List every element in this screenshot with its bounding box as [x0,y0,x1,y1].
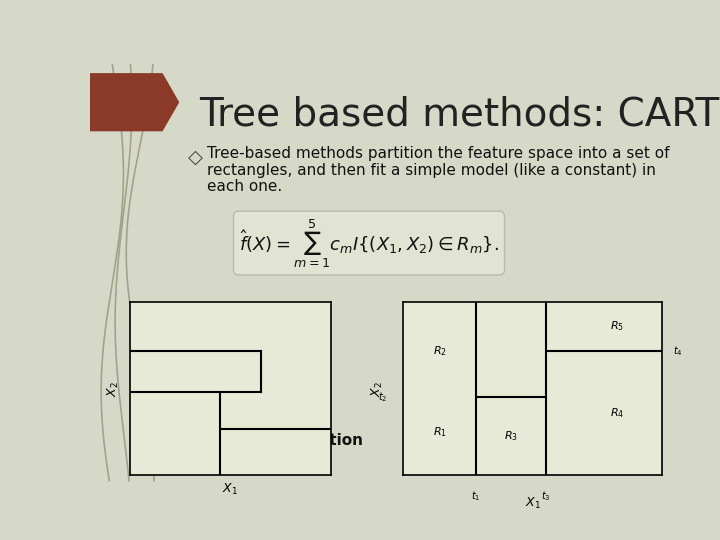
Text: $t_4$: $t_4$ [672,344,683,357]
Text: Tree-based methods partition the feature space into a set of: Tree-based methods partition the feature… [207,146,670,161]
Text: $R_5$: $R_5$ [610,320,624,334]
Polygon shape [90,73,179,131]
Text: $t_2$: $t_2$ [378,390,387,404]
Text: $t_1$: $t_1$ [471,489,480,503]
Text: Tree based methods: CART: Tree based methods: CART [199,96,719,134]
Text: rectangles, and then fit a simple model (like a constant) in: rectangles, and then fit a simple model … [207,163,656,178]
Text: each one.: each one. [207,179,282,194]
Text: $R_3$: $R_3$ [504,429,518,443]
Text: $R_4$: $R_4$ [610,406,624,420]
Text: $R_2$: $R_2$ [433,344,446,357]
Text: A recursive partition: A recursive partition [412,433,589,448]
Text: $\hat{f}(X) = \sum_{m=1}^{5} c_m I\{(X_1, X_2) \in R_m\}.$: $\hat{f}(X) = \sum_{m=1}^{5} c_m I\{(X_1… [239,217,499,269]
Text: $X_2$: $X_2$ [106,381,121,397]
Text: $X_1$: $X_1$ [222,482,238,497]
Text: $R_1$: $R_1$ [433,425,446,439]
Text: $X_1$: $X_1$ [525,496,541,511]
Text: Nonrecursive partition: Nonrecursive partition [168,433,363,448]
Text: $X_2$: $X_2$ [370,381,384,397]
Text: $t_3$: $t_3$ [541,489,551,503]
Text: ◇: ◇ [188,148,202,167]
